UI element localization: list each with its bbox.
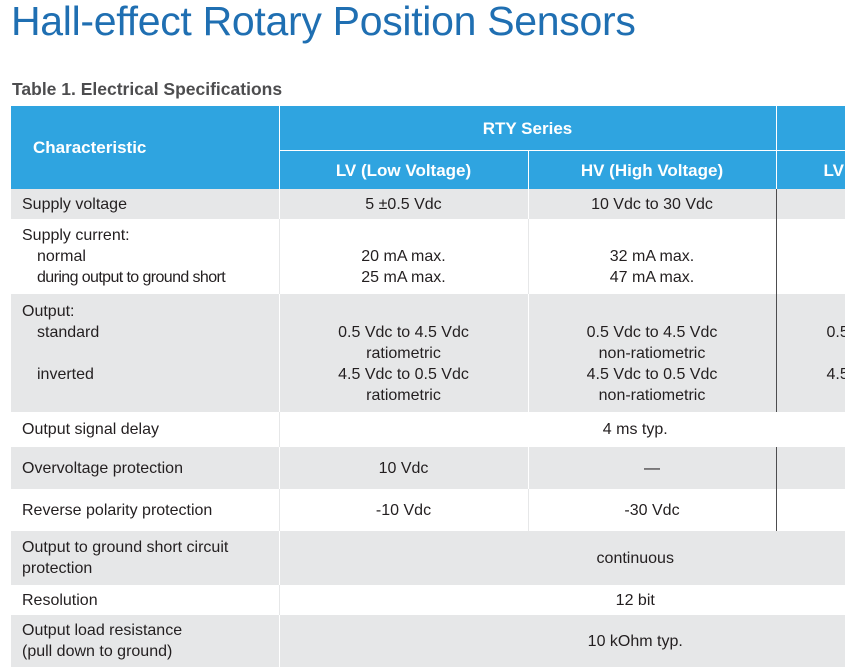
header-row-group: Characteristic RTY Series bbox=[11, 106, 845, 189]
column-group-next bbox=[776, 106, 845, 151]
value-inverted: 4.5 Vdc to 0.5 Vdc bbox=[338, 365, 469, 383]
row-reverse-polarity-protection: Reverse polarity protection -10 Vdc -30 … bbox=[11, 489, 845, 531]
column-header-hv: HV (High Voltage) bbox=[528, 150, 777, 189]
row-sublabel-inverted: inverted bbox=[37, 365, 94, 383]
cell-lv-next bbox=[775, 219, 845, 294]
column-group-rty-series: RTY Series bbox=[279, 106, 777, 151]
spec-table-container: Characteristic RTY Series LV (Low Voltag… bbox=[11, 106, 845, 667]
cell-hv: 32 mA max. 47 mA max. bbox=[527, 219, 776, 294]
row-label-main: Supply current: bbox=[22, 227, 130, 244]
cell-spanning-value: continuous bbox=[278, 531, 845, 585]
value-standard: 0.5 Vdc to 4.5 Vdc bbox=[338, 323, 469, 341]
row-label-line1: Output load resistance bbox=[22, 622, 183, 639]
column-header-characteristic: Characteristic bbox=[11, 106, 280, 189]
cell-lv-next bbox=[775, 189, 845, 219]
cell-hv: — bbox=[527, 447, 776, 489]
value-standard-note: non-ratiometric bbox=[598, 344, 706, 362]
row-label: Overvoltage protection bbox=[11, 447, 279, 489]
value-inverted-note: ratiometric bbox=[366, 386, 441, 404]
cell-lv-next bbox=[775, 447, 845, 489]
row-label: Resolution bbox=[11, 585, 279, 615]
row-label: Output signal delay bbox=[11, 412, 279, 447]
cell-lv: 10 Vdc bbox=[278, 447, 528, 489]
cell-spanning-value: 4 ms typ. bbox=[278, 412, 845, 447]
value-normal: 32 mA max. bbox=[609, 248, 695, 265]
cell-spanning-value: 10 kOhm typ. bbox=[278, 615, 845, 667]
cell-lv-next bbox=[775, 489, 845, 531]
row-short-circuit-protection: Output to ground short circuit protectio… bbox=[11, 531, 845, 585]
cell-lv: 20 mA max. 25 mA max. bbox=[278, 219, 528, 294]
row-label-line1: Output to ground short circuit bbox=[22, 539, 229, 556]
row-label-line2: (pull down to ground) bbox=[22, 643, 173, 660]
row-label-line2: protection bbox=[22, 560, 93, 577]
cell-lv-next: 0.5 4.5 bbox=[775, 294, 845, 412]
row-supply-voltage: Supply voltage 5 ±0.5 Vdc 10 Vdc to 30 V… bbox=[11, 189, 845, 219]
row-supply-current: Supply current: normal during output to … bbox=[11, 219, 845, 294]
row-label: Reverse polarity protection bbox=[11, 489, 279, 531]
cell-spanning-value: 12 bit bbox=[278, 585, 845, 615]
cell-lv: 0.5 Vdc to 4.5 Vdc ratiometric 4.5 Vdc t… bbox=[278, 294, 528, 412]
value-standard: 0.5 bbox=[826, 323, 845, 341]
header-row-columns: LV (Low Voltage) HV (High Voltage) LV bbox=[11, 150, 845, 189]
row-sublabel-short: during output to ground short bbox=[37, 269, 226, 286]
row-label: Output: standard inverted bbox=[11, 294, 279, 412]
column-header-lv-next: LV bbox=[776, 150, 845, 189]
column-header-lv: LV (Low Voltage) bbox=[279, 150, 529, 189]
row-output-signal-delay: Output signal delay 4 ms typ. bbox=[11, 412, 845, 447]
value-inverted: 4.5 Vdc to 0.5 Vdc bbox=[586, 365, 718, 383]
electrical-specifications-table: Characteristic RTY Series LV (Low Voltag… bbox=[11, 106, 845, 667]
value-standard-note: ratiometric bbox=[366, 344, 441, 362]
row-overvoltage-protection: Overvoltage protection 10 Vdc — bbox=[11, 447, 845, 489]
row-label: Output to ground short circuit protectio… bbox=[11, 531, 279, 585]
row-output-load-resistance: Output load resistance (pull down to gro… bbox=[11, 615, 845, 667]
row-label: Supply voltage bbox=[11, 189, 279, 219]
row-sublabel-normal: normal bbox=[37, 248, 86, 265]
row-label-main: Output: bbox=[22, 302, 75, 320]
row-sublabel-standard: standard bbox=[37, 323, 100, 341]
cell-lv: 5 ±0.5 Vdc bbox=[278, 189, 528, 219]
table-caption: Table 1. Electrical Specifications bbox=[12, 79, 283, 99]
row-label: Supply current: normal during output to … bbox=[11, 219, 279, 294]
value-inverted: 4.5 bbox=[826, 365, 845, 383]
cell-hv: 0.5 Vdc to 4.5 Vdc non-ratiometric 4.5 V… bbox=[527, 294, 776, 412]
row-label: Output load resistance (pull down to gro… bbox=[11, 615, 279, 667]
row-resolution: Resolution 12 bit bbox=[11, 585, 845, 615]
value-short: 47 mA max. bbox=[609, 269, 695, 286]
value-standard: 0.5 Vdc to 4.5 Vdc bbox=[586, 323, 718, 341]
value-short: 25 mA max. bbox=[361, 269, 446, 286]
value-inverted-note: non-ratiometric bbox=[598, 386, 706, 404]
cell-hv: 10 Vdc to 30 Vdc bbox=[527, 189, 776, 219]
cell-hv: -30 Vdc bbox=[527, 489, 776, 531]
row-output: Output: standard inverted 0.5 Vdc to 4.5… bbox=[11, 294, 845, 412]
cell-lv: -10 Vdc bbox=[278, 489, 528, 531]
value-normal: 20 mA max. bbox=[361, 248, 446, 265]
page-title: Hall-effect Rotary Position Sensors bbox=[11, 0, 636, 44]
